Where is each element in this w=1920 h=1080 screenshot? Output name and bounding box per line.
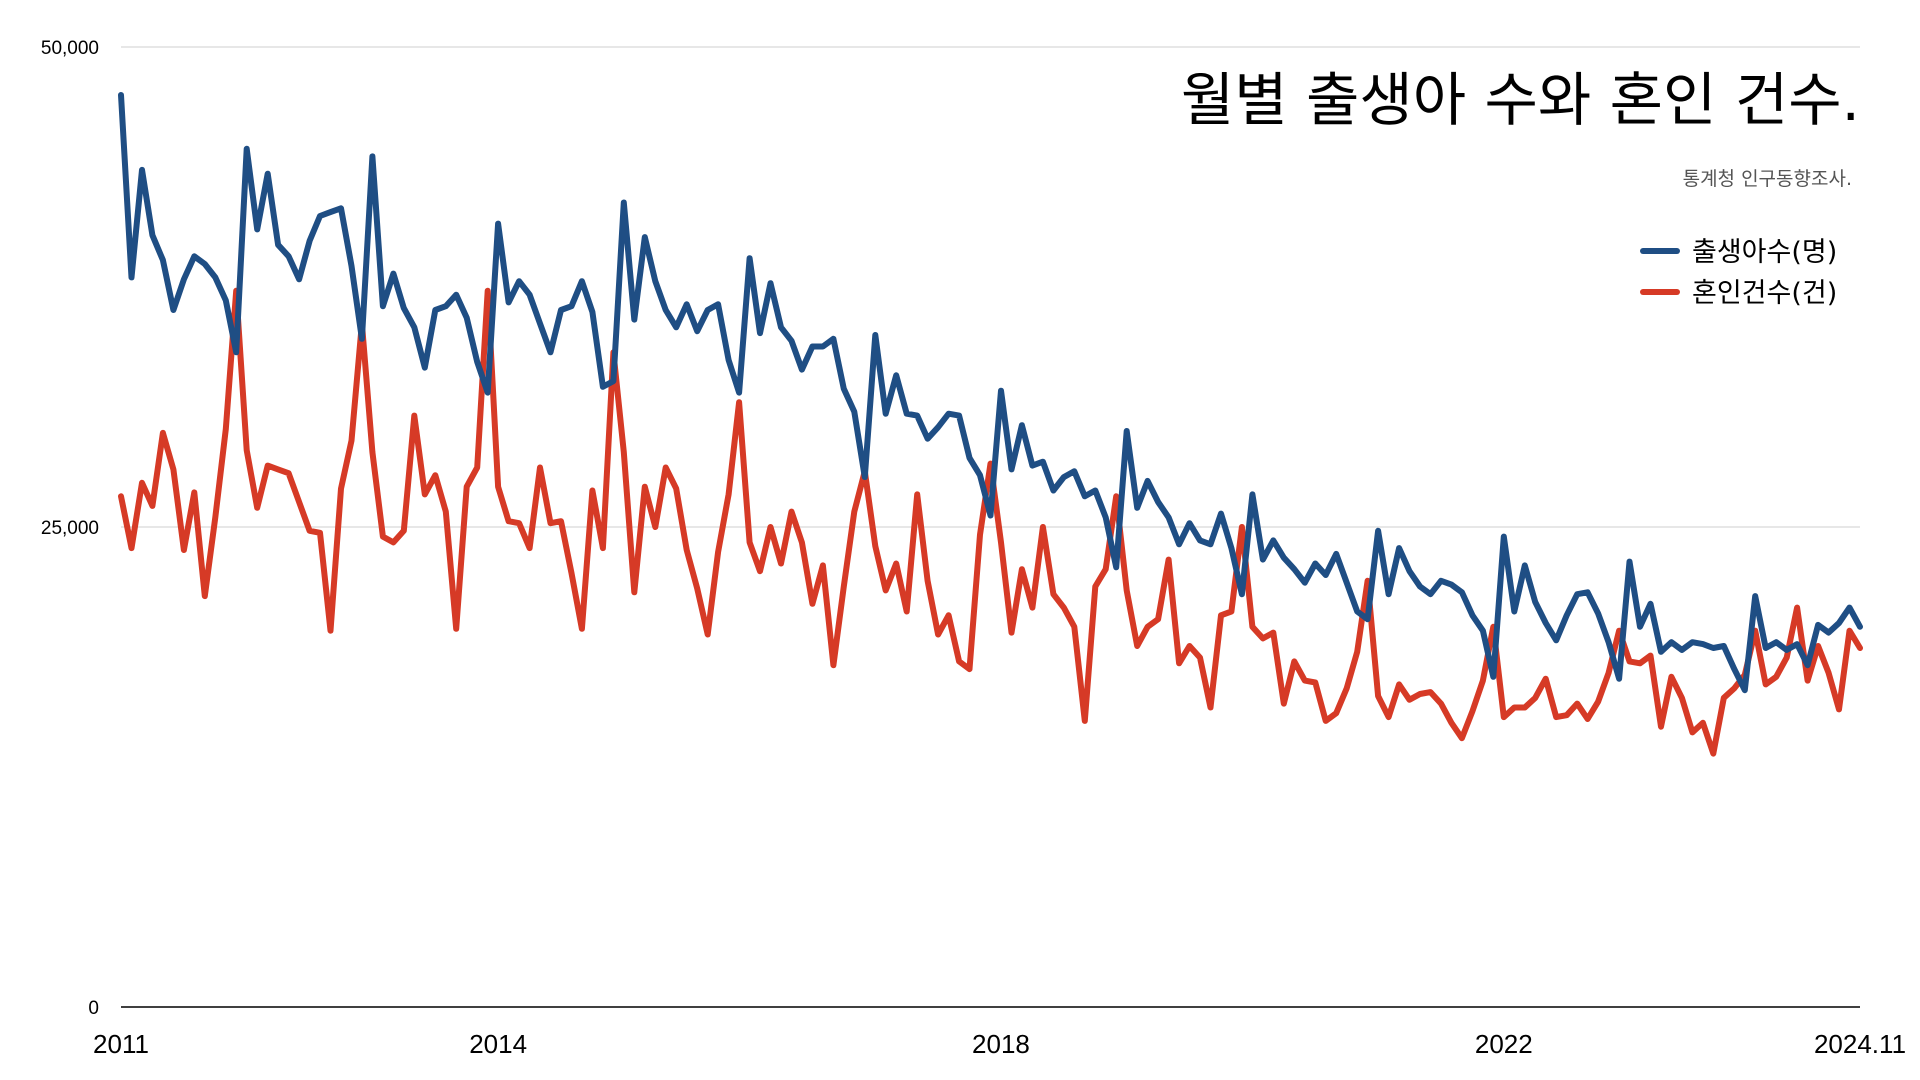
x-tick-label: 2011 [93,1029,149,1059]
y-tick-label: 0 [88,998,99,1019]
legend-item-marriages: 혼인건수(건) [1640,278,1837,309]
grid-lines [121,46,1860,1008]
legend-item-births: 출생아수(명) [1640,237,1837,268]
y-axis-ticks: 50,000 25,000 0 [41,38,99,1019]
chart-title: 월별 출생아 수와 혼인 건수. [1181,66,1860,134]
x-tick-label: 2014 [469,1029,527,1059]
legend: 출생아수(명) 혼인건수(건) [1640,237,1837,309]
series-lines [118,92,1863,757]
y-tick-label: 50,000 [41,38,99,59]
x-tick-label: 2018 [972,1029,1030,1059]
x-tick-label: 2024.11 [1814,1029,1906,1059]
legend-label-marriages: 혼인건수(건) [1692,278,1837,309]
x-tick-label: 2022 [1475,1029,1533,1059]
chart-subtitle: 통계청 인구동향조사. [1683,168,1852,190]
series-line-marriages [118,287,1863,757]
legend-label-births: 출생아수(명) [1692,237,1837,268]
series-line-births [118,92,1863,694]
y-tick-label: 25,000 [41,518,99,539]
x-axis-ticks: 2011 2014 2018 2022 2024.11 [93,1029,1906,1059]
